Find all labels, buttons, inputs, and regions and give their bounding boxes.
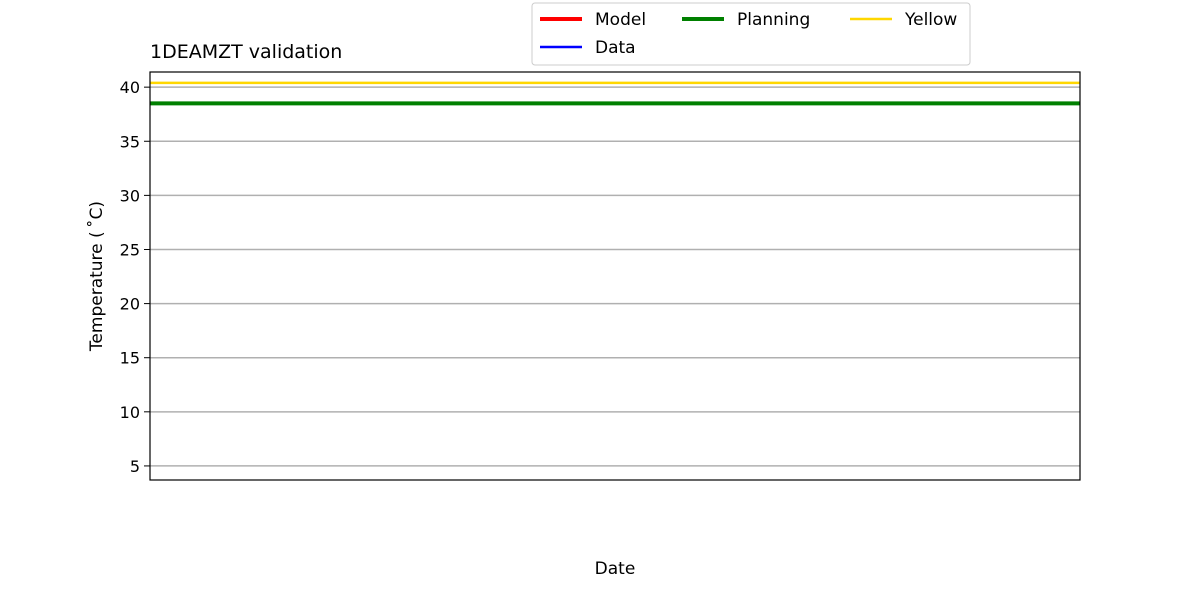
x-axis-label: Date xyxy=(595,559,636,579)
grid xyxy=(150,86,1080,467)
y-tick-label: 40 xyxy=(120,78,140,97)
legend-label-data: Data xyxy=(595,38,636,58)
y-tick-label: 15 xyxy=(120,349,140,368)
y-tick-label: 20 xyxy=(120,295,140,314)
y-axis-label: Temperature ( ˚C) xyxy=(86,201,107,352)
y-tick-label: 5 xyxy=(130,457,140,476)
y-tick-label: 35 xyxy=(120,132,140,151)
y-axis: 5 10 15 20 25 30 35 40 xyxy=(120,78,150,476)
legend-label-model: Model xyxy=(595,10,646,30)
y-tick-label: 30 xyxy=(120,186,140,205)
chart-title: 1DEAMZT validation xyxy=(150,41,342,63)
y-tick-label: 25 xyxy=(120,240,140,259)
plot-frame xyxy=(149,71,1081,481)
y-tick-label: 10 xyxy=(120,403,140,422)
legend-label-yellow: Yellow xyxy=(904,10,957,30)
plot-area xyxy=(150,81,1080,106)
legend-label-planning: Planning xyxy=(737,10,810,30)
legend: Model Data Planning Yellow xyxy=(531,2,971,66)
